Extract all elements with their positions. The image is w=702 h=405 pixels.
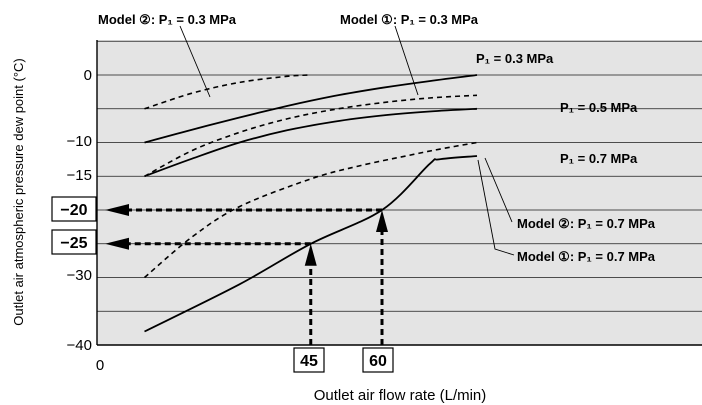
y-tick-label-0: 0: [84, 67, 92, 84]
y-axis-title: Outlet air atmospheric pressure dew poin…: [11, 58, 26, 325]
y-value-box-20: [51, 196, 97, 222]
guide-arrowhead-up-60: [376, 210, 388, 232]
x-value-box-60: [362, 347, 394, 373]
y-value-minus25: −25: [60, 235, 87, 252]
label-model1-p07: Model ①: P₁ = 0.7 MPa: [517, 249, 656, 264]
guide-arrowhead-up-45: [304, 243, 317, 266]
x-value-60: 60: [369, 353, 387, 370]
label-p07: P₁ = 0.7 MPa: [560, 151, 638, 166]
series-line-2: [144, 74, 311, 110]
leader-model1-03: [394, 25, 419, 96]
label-p05: P₁ = 0.5 MPa: [560, 100, 638, 115]
label-p03: P₁ = 0.3 MPa: [476, 51, 554, 66]
series-line-3: [144, 107, 478, 178]
series-line-5: [144, 155, 478, 333]
leader-model1-07: [477, 159, 515, 256]
label-model2-p03: Model ②: P₁ = 0.3 MPa: [98, 12, 237, 27]
leader-model2-03: [179, 25, 211, 98]
series-group: [143, 74, 478, 333]
series-line-4: [144, 94, 478, 178]
label-model2-p07: Model ②: P₁ = 0.7 MPa: [517, 216, 656, 231]
y-value-minus20: −20: [60, 202, 87, 219]
x-axis-title: Outlet air flow rate (L/min): [314, 387, 487, 404]
series-line-6: [143, 141, 478, 279]
y-value-box-25: [51, 229, 97, 255]
y-tick-label-minus15: −15: [67, 167, 92, 184]
leader-model2-07: [484, 157, 513, 223]
guide-arrowhead-left-60: [105, 204, 129, 216]
y-tick-label-minus10: −10: [67, 133, 92, 150]
label-model1-p03: Model ①: P₁ = 0.3 MPa: [340, 12, 479, 27]
guide-arrows: [105, 204, 388, 345]
y-tick-label-minus40: −40: [67, 337, 92, 354]
series-line-1: [144, 74, 478, 144]
gridlines: [97, 40, 702, 312]
guide-arrowhead-left-45: [105, 237, 129, 250]
x-tick-label-0: 0: [96, 357, 104, 374]
y-tick-label-minus30: −30: [67, 267, 92, 284]
x-value-box-45: [293, 347, 325, 373]
x-value-45: 45: [300, 353, 318, 370]
